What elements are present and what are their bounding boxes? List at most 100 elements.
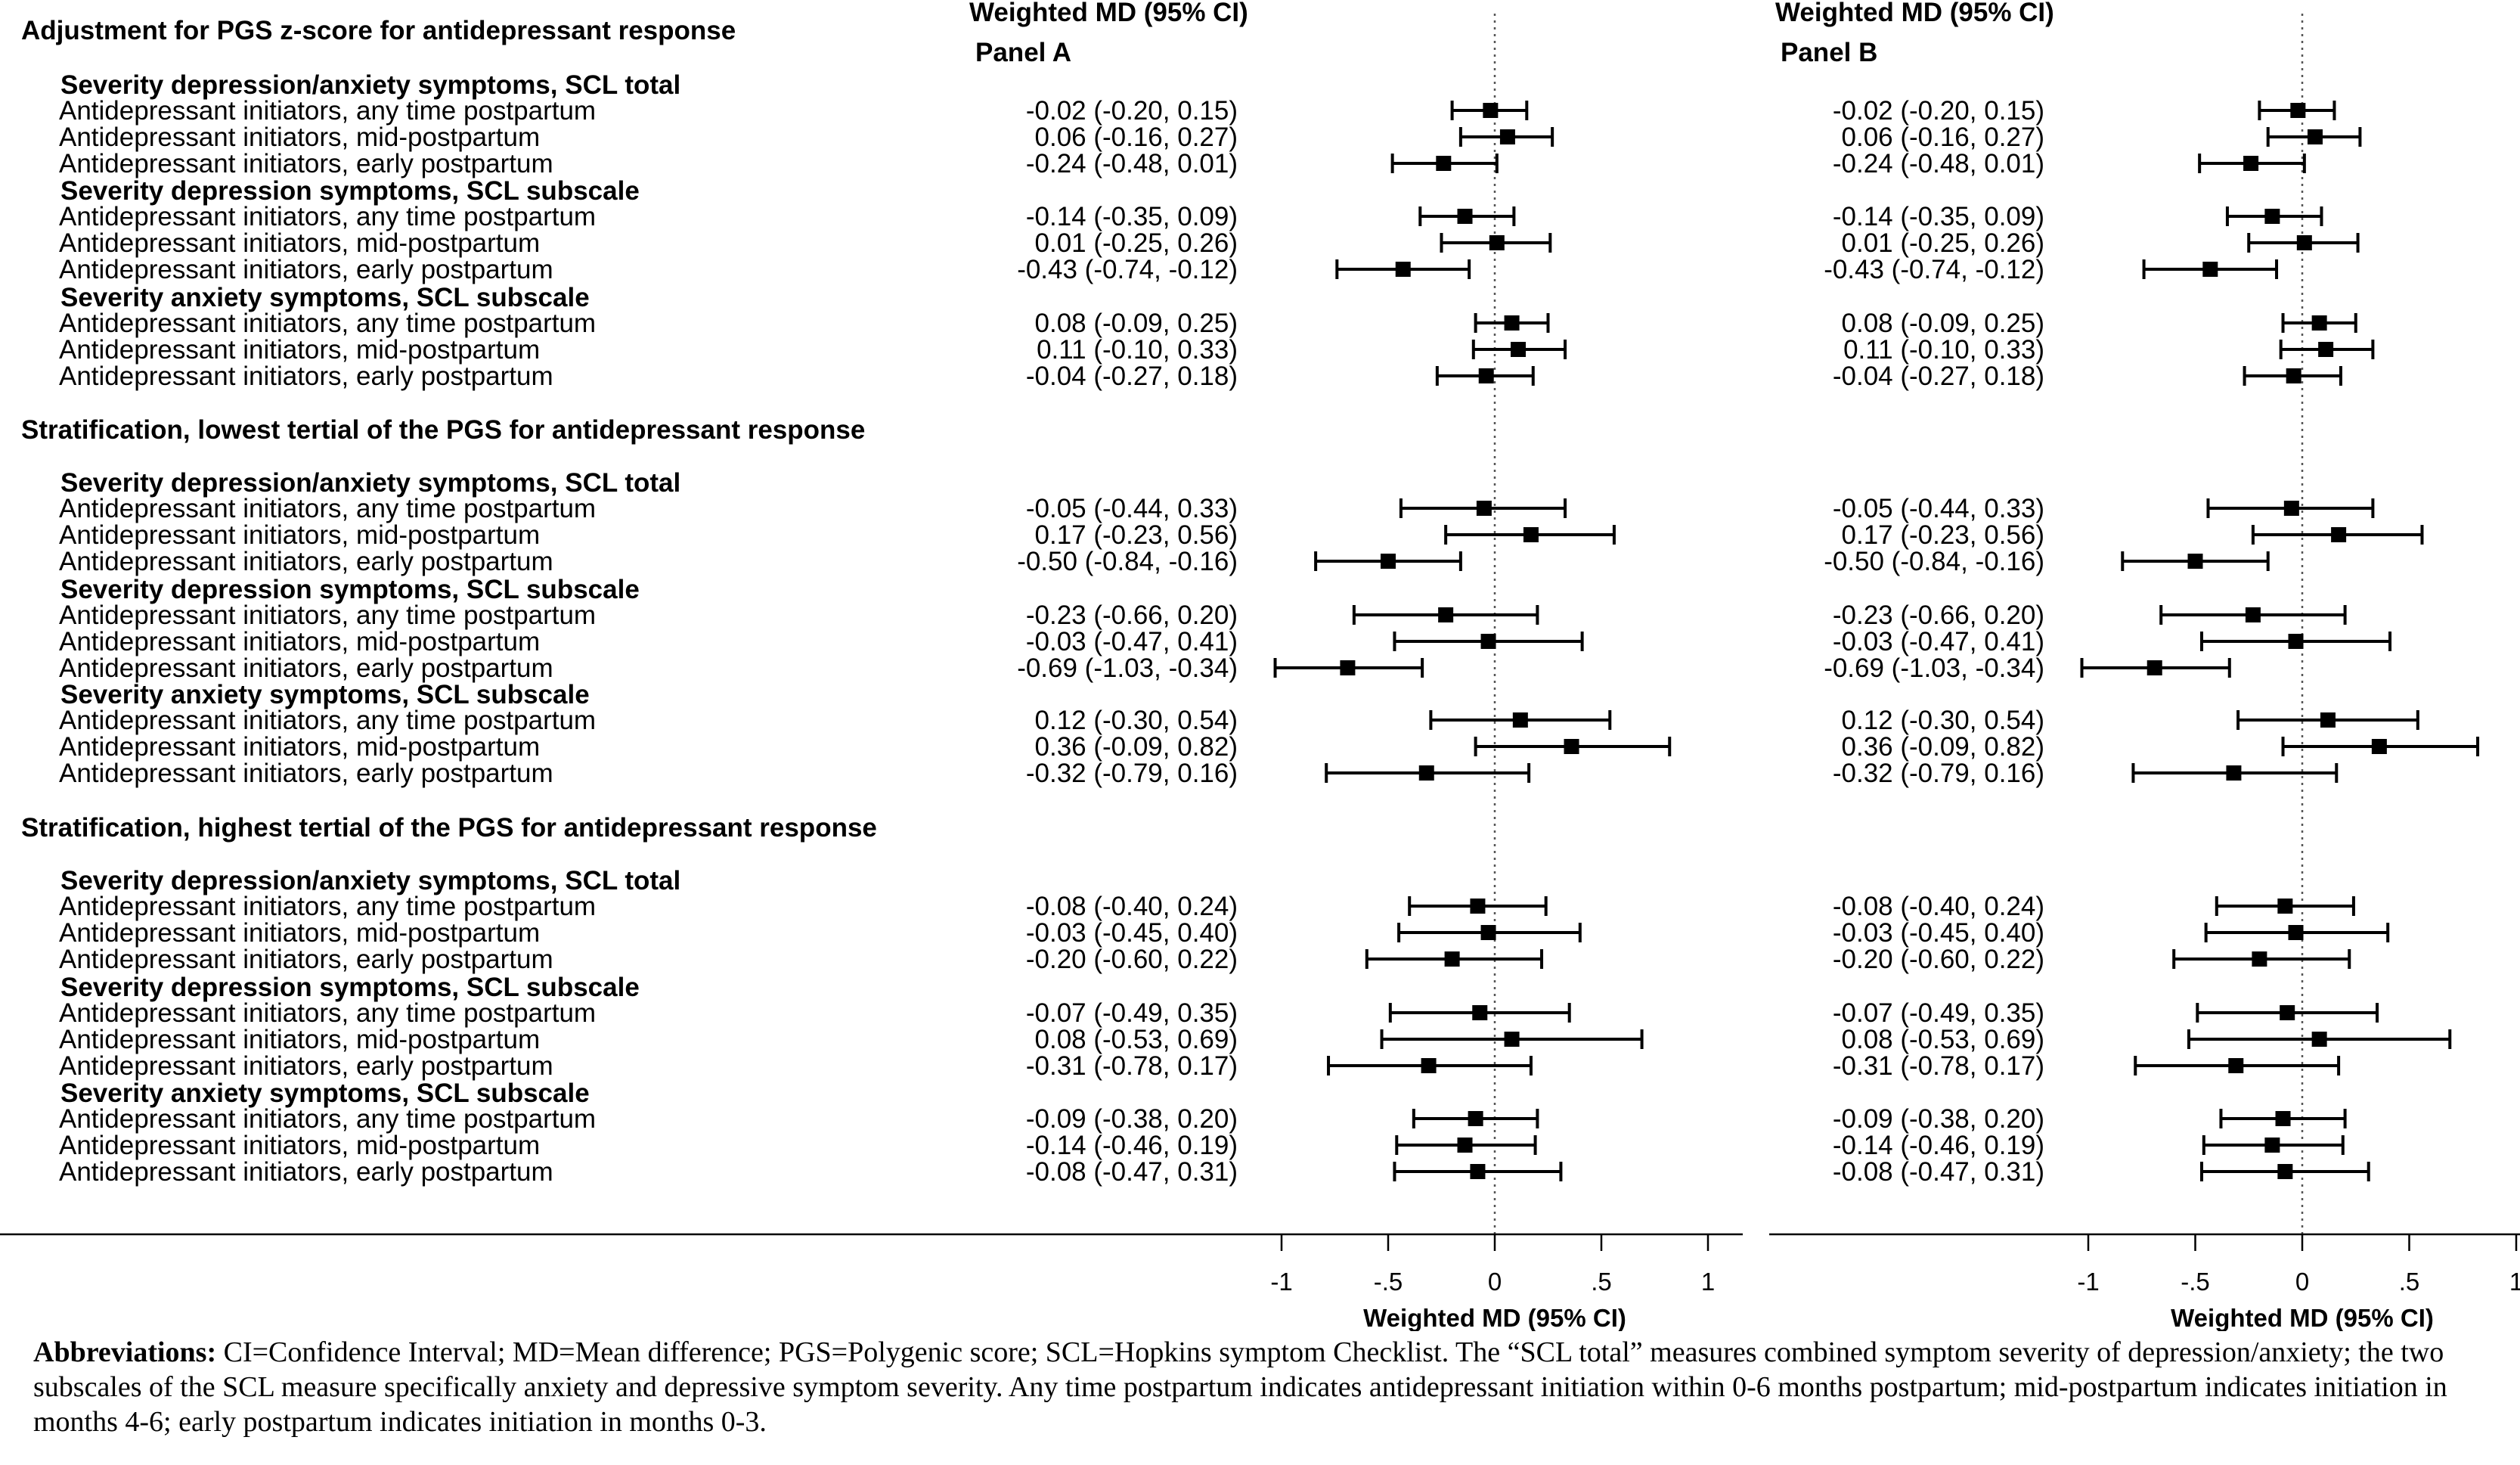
estimate-text: -0.69 (-1.03, -0.34) — [1017, 653, 1238, 683]
panel-name: Panel B — [1781, 38, 1877, 67]
row-label: Antidepressant initiators, early postpar… — [59, 149, 553, 178]
row-label: Antidepressant initiators, early postpar… — [59, 362, 553, 391]
row-label: Antidepressant initiators, any time post… — [59, 96, 596, 126]
row-label: Antidepressant initiators, mid-postpartu… — [59, 335, 540, 365]
footnote-lead: Abbreviations: — [33, 1336, 217, 1368]
row-label: Antidepressant initiators, mid-postpartu… — [59, 520, 540, 550]
estimate-text: 0.08 (-0.09, 0.25) — [1035, 309, 1238, 338]
point-estimate — [1436, 156, 1452, 171]
estimate-text: -0.50 (-0.84, -0.16) — [1017, 547, 1238, 576]
estimate-text: -0.14 (-0.46, 0.19) — [1026, 1131, 1238, 1160]
point-estimate — [2280, 1005, 2295, 1020]
estimate-text: -0.07 (-0.49, 0.35) — [1026, 998, 1238, 1028]
row-label: Antidepressant initiators, early postpar… — [59, 1157, 553, 1187]
point-estimate — [2288, 634, 2304, 649]
group-label: Severity depression/anxiety symptoms, SC… — [60, 866, 680, 895]
row-label: Antidepressant initiators, any time post… — [59, 494, 596, 523]
row-label: Antidepressant initiators, mid-postpartu… — [59, 1131, 540, 1160]
estimate-text: -0.08 (-0.40, 0.24) — [1026, 892, 1238, 921]
point-estimate — [2187, 554, 2203, 569]
row-label: Antidepressant initiators, early postpar… — [59, 653, 553, 683]
point-estimate — [1468, 1111, 1483, 1126]
point-estimate — [1564, 739, 1579, 754]
estimate-text: 0.01 (-0.25, 0.26) — [1842, 228, 2045, 258]
estimate-text: 0.17 (-0.23, 0.56) — [1035, 520, 1238, 550]
row-label: Antidepressant initiators, any time post… — [59, 601, 596, 630]
row-label: Antidepressant initiators, any time post… — [59, 202, 596, 231]
estimate-text: 0.08 (-0.53, 0.69) — [1842, 1025, 2045, 1054]
x-tick-label: -.5 — [2181, 1268, 2210, 1296]
point-estimate — [1512, 712, 1528, 728]
estimate-text: -0.05 (-0.44, 0.33) — [1026, 494, 1238, 523]
estimate-text: -0.32 (-0.79, 0.16) — [1026, 759, 1238, 788]
section-title: Adjustment for PGS z-score for antidepre… — [21, 16, 736, 45]
point-estimate — [1511, 342, 1527, 357]
group-label: Severity anxiety symptoms, SCL subscale — [60, 1079, 590, 1108]
point-estimate — [1499, 129, 1515, 144]
group-label: Severity depression symptoms, SCL subsca… — [60, 176, 640, 206]
point-estimate — [2264, 209, 2280, 224]
estimate-text: 0.36 (-0.09, 0.82) — [1035, 732, 1238, 762]
row-label: Antidepressant initiators, mid-postpartu… — [59, 627, 540, 656]
point-estimate — [2311, 1032, 2327, 1047]
estimate-text: 0.36 (-0.09, 0.82) — [1842, 732, 2045, 762]
x-axis-title: Weighted MD (95% CI) — [1363, 1304, 1626, 1331]
point-estimate — [2245, 607, 2261, 622]
x-tick-label: 1 — [1701, 1268, 1715, 1296]
x-tick-label: 0 — [1488, 1268, 1502, 1296]
estimate-text: 0.11 (-0.10, 0.33) — [1037, 335, 1238, 365]
point-estimate — [1418, 765, 1434, 781]
point-estimate — [2283, 501, 2299, 516]
estimate-text: -0.50 (-0.84, -0.16) — [1824, 547, 2044, 576]
estimate-text: 0.12 (-0.30, 0.54) — [1035, 706, 1238, 735]
point-estimate — [1421, 1058, 1437, 1073]
point-estimate — [1480, 925, 1496, 940]
estimate-text: 0.08 (-0.09, 0.25) — [1842, 309, 2045, 338]
estimate-text: -0.31 (-0.78, 0.17) — [1833, 1051, 2044, 1081]
estimate-text: -0.69 (-1.03, -0.34) — [1824, 653, 2044, 683]
row-label: Antidepressant initiators, mid-postpartu… — [59, 918, 540, 948]
point-estimate — [2290, 103, 2306, 118]
footnote-text: CI=Confidence Interval; MD=Mean differen… — [33, 1336, 2447, 1438]
point-estimate — [1476, 501, 1492, 516]
estimate-text: -0.02 (-0.20, 0.15) — [1833, 96, 2044, 126]
point-estimate — [1444, 951, 1460, 967]
row-label: Antidepressant initiators, any time post… — [59, 1104, 596, 1134]
point-estimate — [1483, 103, 1499, 118]
point-estimate — [1395, 262, 1411, 277]
point-estimate — [1504, 315, 1520, 331]
point-estimate — [2320, 712, 2336, 728]
estimate-text: -0.04 (-0.27, 0.18) — [1833, 362, 2044, 391]
point-estimate — [1457, 209, 1473, 224]
estimate-text: -0.09 (-0.38, 0.20) — [1026, 1104, 1238, 1134]
estimate-text: 0.08 (-0.53, 0.69) — [1035, 1025, 1238, 1054]
group-label: Severity depression/anxiety symptoms, SC… — [60, 70, 680, 100]
x-tick-label: .5 — [2399, 1268, 2420, 1296]
group-label: Severity anxiety symptoms, SCL subscale — [60, 680, 590, 709]
estimate-text: -0.02 (-0.20, 0.15) — [1026, 96, 1238, 126]
estimate-text: 0.01 (-0.25, 0.26) — [1035, 228, 1238, 258]
x-tick-label: -1 — [2077, 1268, 2099, 1296]
group-label: Severity depression symptoms, SCL subsca… — [60, 575, 640, 604]
row-label: Antidepressant initiators, early postpar… — [59, 759, 553, 788]
estimate-text: -0.24 (-0.48, 0.01) — [1833, 149, 2044, 178]
point-estimate — [2307, 129, 2323, 144]
estimate-text: -0.32 (-0.79, 0.16) — [1833, 759, 2044, 788]
group-label: Severity depression/anxiety symptoms, SC… — [60, 468, 680, 498]
row-label: Antidepressant initiators, any time post… — [59, 892, 596, 921]
point-estimate — [1489, 235, 1505, 250]
row-label: Antidepressant initiators, any time post… — [59, 309, 596, 338]
group-label: Severity anxiety symptoms, SCL subscale — [60, 283, 590, 312]
estimate-text: -0.14 (-0.46, 0.19) — [1833, 1131, 2044, 1160]
estimate-text: 0.17 (-0.23, 0.56) — [1842, 520, 2045, 550]
panel-header: Weighted MD (95% CI) — [1775, 0, 2054, 27]
estimate-text: -0.43 (-0.74, -0.12) — [1017, 255, 1238, 284]
estimate-text: -0.08 (-0.40, 0.24) — [1833, 892, 2044, 921]
point-estimate — [2288, 925, 2304, 940]
estimate-text: -0.03 (-0.47, 0.41) — [1026, 627, 1238, 656]
panel-name: Panel A — [975, 38, 1071, 67]
x-tick-label: 0 — [2295, 1268, 2309, 1296]
estimate-text: 0.11 (-0.10, 0.33) — [1843, 335, 2044, 365]
row-label: Antidepressant initiators, any time post… — [59, 998, 596, 1028]
row-label: Antidepressant initiators, mid-postpartu… — [59, 1025, 540, 1054]
